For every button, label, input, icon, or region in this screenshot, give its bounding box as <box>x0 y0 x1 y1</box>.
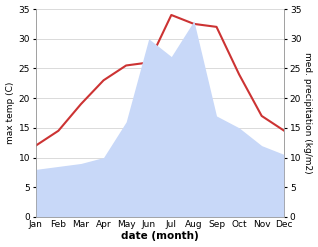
Y-axis label: med. precipitation (kg/m2): med. precipitation (kg/m2) <box>303 52 313 174</box>
Y-axis label: max temp (C): max temp (C) <box>5 82 15 144</box>
X-axis label: date (month): date (month) <box>121 231 199 242</box>
